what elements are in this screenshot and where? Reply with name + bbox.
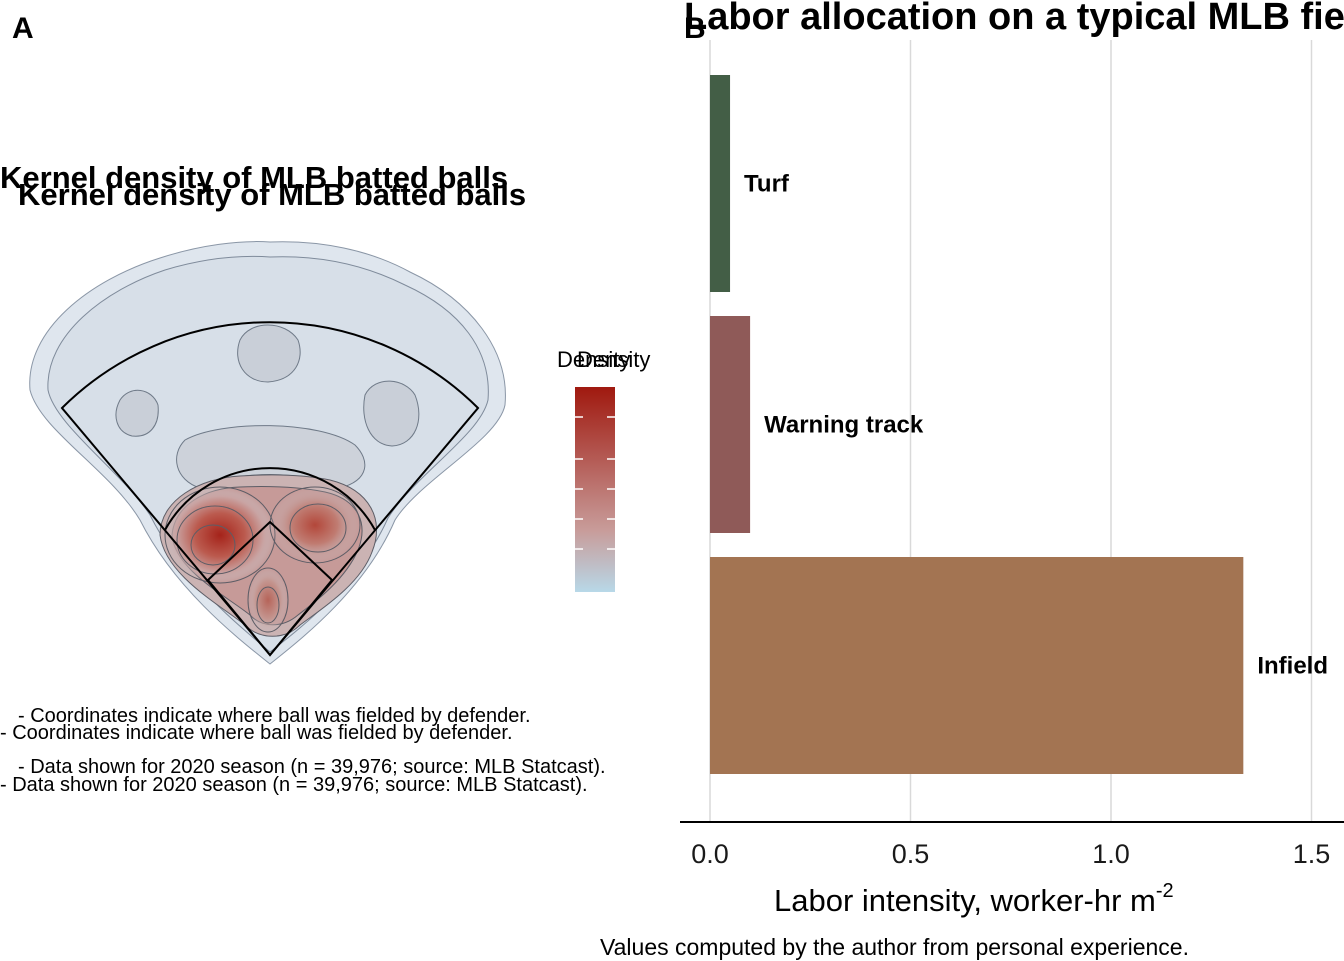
density-legend-title-duplicate: Density xyxy=(577,347,651,372)
density-legend-title: Density xyxy=(557,347,631,372)
labor-chart-title: Labor allocation on a typical MLB field xyxy=(684,0,1344,38)
chart-caption: Values computed by the author from perso… xyxy=(600,934,1189,960)
density-title: Kernel density of MLB batted balls xyxy=(0,160,509,195)
bar-warning-track xyxy=(710,316,751,533)
x-axis-title-exponent: -2 xyxy=(1155,880,1174,902)
bar-label-warning-track: Warning track xyxy=(764,412,924,439)
bar-label-infield: Infield xyxy=(1257,653,1328,680)
density-map xyxy=(29,241,506,665)
x-tick-label: 1.5 xyxy=(1293,839,1331,869)
note-data-source-duplicate: - Data shown for 2020 season (n = 39,976… xyxy=(0,774,588,796)
note-coordinates-duplicate: - Coordinates indicate where ball was fi… xyxy=(0,722,513,744)
bar-infield xyxy=(710,557,1244,774)
note-coordinates: - Coordinates indicate where ball was fi… xyxy=(18,705,531,727)
panel-a-letter: A xyxy=(12,12,34,45)
x-tick-label: 0.0 xyxy=(691,839,729,869)
bar-label-turf: Turf xyxy=(744,171,790,198)
density-legend-colorbar xyxy=(575,387,615,592)
x-axis-title: Labor intensity, worker-hr m-2 xyxy=(774,880,1174,918)
x-tick-label: 1.0 xyxy=(1092,839,1130,869)
x-tick-label: 0.5 xyxy=(892,839,930,869)
bar-turf xyxy=(710,75,731,292)
density-legend-ticks xyxy=(575,416,615,550)
note-data-source: - Data shown for 2020 season (n = 39,976… xyxy=(18,756,606,778)
panel-b-letter: B xyxy=(684,12,706,45)
density-title-duplicate: Kernel density of MLB batted balls xyxy=(18,177,527,212)
